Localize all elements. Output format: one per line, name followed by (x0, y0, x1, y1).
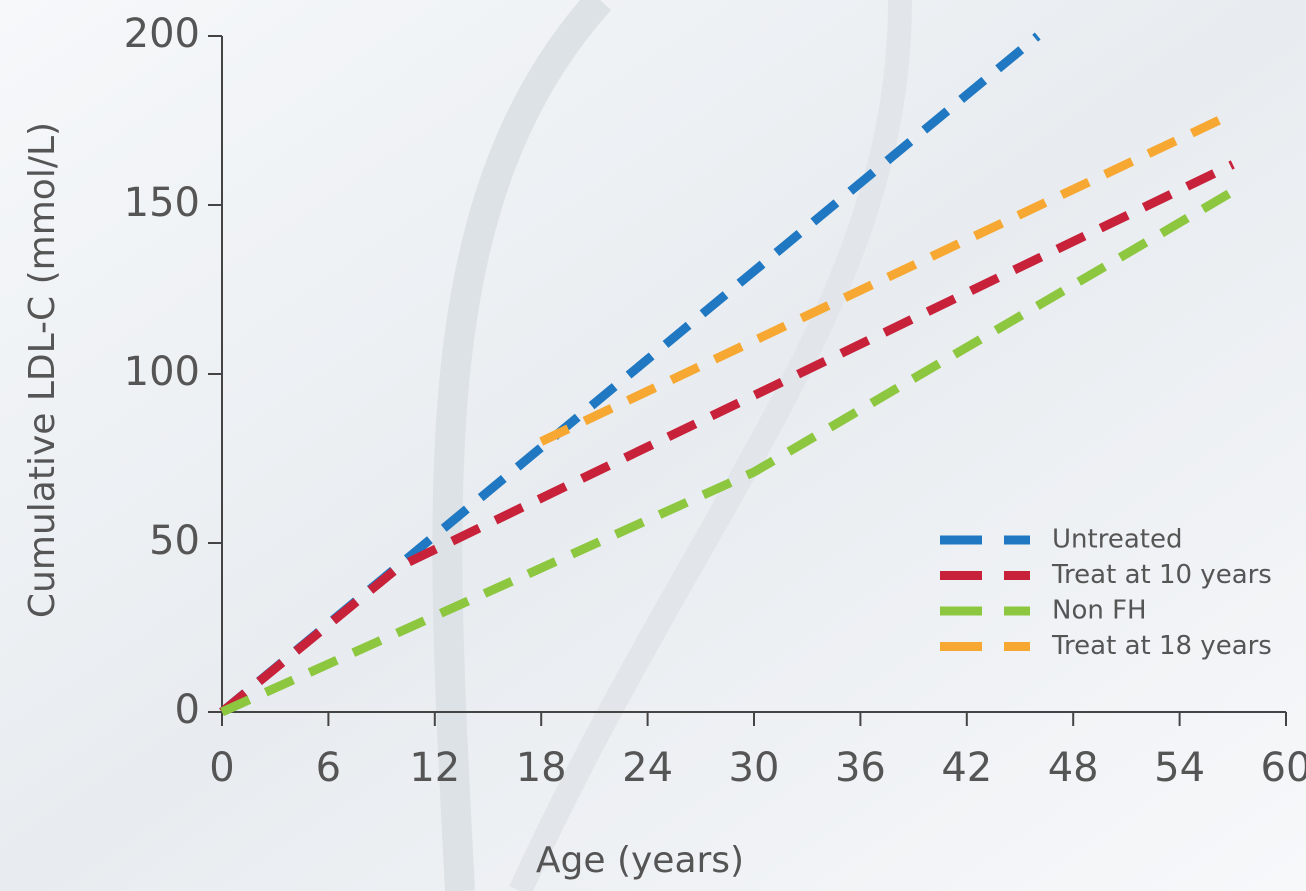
y-tick-label: 50 (149, 518, 200, 564)
x-tick-label: 30 (729, 745, 780, 791)
legend-label: Treat at 10 years (1051, 560, 1272, 590)
y-tick-label: 200 (124, 11, 200, 57)
x-tick-label: 42 (941, 745, 992, 791)
x-tick-label: 12 (409, 745, 460, 791)
x-tick-label: 36 (835, 745, 886, 791)
chart: Age (years) Cumulative LDL-C (mmol/L) 0 6… (0, 0, 1306, 891)
x-tick-label: 54 (1154, 745, 1205, 791)
legend-label: Treat at 18 years (1051, 631, 1272, 661)
x-tick-label: 48 (1048, 745, 1099, 791)
y-tick-label: 150 (124, 180, 200, 226)
y-tick-label: 0 (175, 687, 200, 733)
x-tick-label: 24 (622, 745, 673, 791)
y-tick-label: 100 (124, 349, 200, 395)
x-axis-title: Age (years) (536, 840, 744, 881)
y-axis-title: Cumulative LDL-C (mmol/L) (22, 122, 63, 618)
x-tick-label: 18 (516, 745, 567, 791)
legend-label: Untreated (1052, 525, 1182, 555)
x-tick-label: 0 (209, 745, 234, 791)
x-tick-label: 60 (1261, 745, 1306, 791)
x-tick-label: 6 (316, 745, 341, 791)
legend-label: Non FH (1052, 596, 1147, 626)
